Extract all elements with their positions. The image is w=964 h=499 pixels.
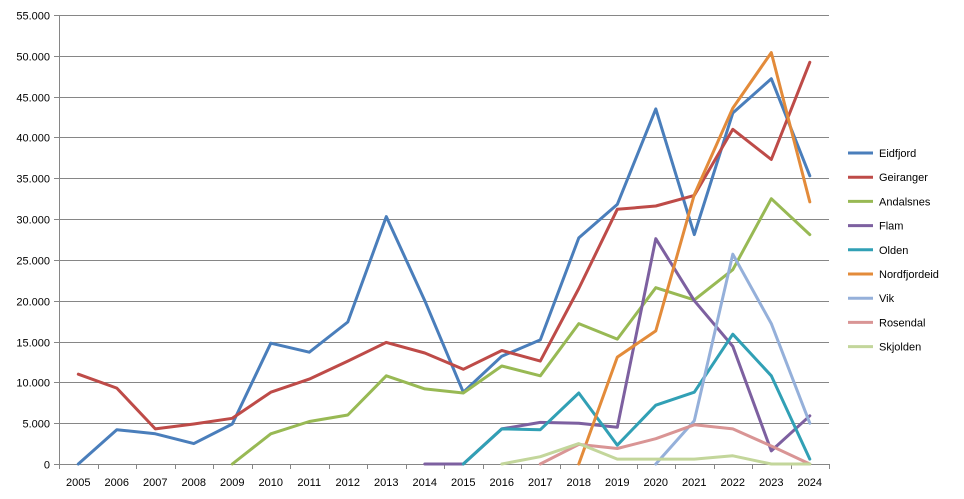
- series-line-vik: [654, 252, 812, 466]
- y-tick-label: 45.000: [16, 93, 50, 105]
- x-tick-label: 2021: [682, 477, 706, 489]
- legend-item-olden: Olden: [848, 245, 908, 257]
- x-tick-label: 2006: [105, 477, 129, 489]
- y-tick-label: 35.000: [16, 174, 50, 186]
- gridlines: [59, 15, 829, 424]
- y-tick-label: 10.000: [16, 378, 50, 390]
- legend-label: Eidfjord: [879, 148, 916, 160]
- legend: Eidfjord Geiranger Andalsnes Flam Olden Nordf…: [848, 148, 939, 354]
- legend-label: Vik: [879, 293, 895, 305]
- legend-label: Rosendal: [879, 317, 925, 329]
- y-tick-label: 0: [44, 460, 50, 472]
- series-line-olden: [461, 332, 812, 466]
- legend-label: Andalsnes: [879, 196, 931, 208]
- x-tick-label: 2005: [66, 477, 90, 489]
- series-line-geiranger: [76, 60, 812, 431]
- series-line-nordfjordeid: [577, 51, 812, 466]
- x-tick-label: 2015: [451, 477, 475, 489]
- series-lines: [76, 51, 812, 466]
- y-tick-label: 15.000: [16, 338, 50, 350]
- y-axis-ticks: 0 5.000 10.000 15.000 20.000 25.000 30.000 35.0…: [16, 11, 59, 472]
- legend-label: Skjolden: [879, 342, 921, 354]
- x-tick-label: 2012: [336, 477, 360, 489]
- legend-label: Olden: [879, 245, 908, 257]
- x-tick-label: 2008: [182, 477, 206, 489]
- x-tick-label: 2017: [528, 477, 552, 489]
- y-tick-label: 40.000: [16, 133, 50, 145]
- legend-item-skjolden: Skjolden: [848, 342, 921, 354]
- legend-label: Geiranger: [879, 172, 928, 184]
- y-tick-label: 30.000: [16, 215, 50, 227]
- x-tick-label: 2024: [798, 477, 822, 489]
- x-axis-ticks: 2005 2006 2007 2008 2009 2010 2011 2012 2013 2014…: [59, 464, 830, 489]
- x-tick-label: 2009: [220, 477, 244, 489]
- y-tick-label: 5.000: [22, 419, 50, 431]
- x-tick-label: 2013: [374, 477, 398, 489]
- legend-item-rosendal: Rosendal: [848, 317, 925, 329]
- legend-item-flam: Flam: [848, 221, 903, 233]
- legend-item-andalsnes: Andalsnes: [848, 196, 931, 208]
- x-tick-label: 2020: [644, 477, 668, 489]
- y-tick-label: 55.000: [16, 11, 50, 23]
- x-tick-label: 2023: [759, 477, 783, 489]
- x-tick-label: 2011: [297, 477, 321, 489]
- legend-item-nordfjordeid: Nordfjordeid: [848, 269, 939, 281]
- x-tick-label: 2014: [413, 477, 437, 489]
- x-tick-label: 2007: [143, 477, 167, 489]
- legend-item-eidfjord: Eidfjord: [848, 148, 916, 160]
- legend-item-vik: Vik: [848, 293, 895, 305]
- legend-label: Flam: [879, 221, 903, 233]
- y-tick-label: 20.000: [16, 297, 50, 309]
- series-line-skjolden: [500, 442, 812, 466]
- series-line-andalsnes: [230, 197, 812, 466]
- y-tick-label: 50.000: [16, 52, 50, 64]
- x-tick-label: 2022: [721, 477, 745, 489]
- x-tick-label: 2010: [259, 477, 283, 489]
- legend-label: Nordfjordeid: [879, 269, 939, 281]
- x-tick-label: 2018: [567, 477, 591, 489]
- y-tick-label: 25.000: [16, 256, 50, 268]
- x-tick-label: 2019: [605, 477, 629, 489]
- x-tick-label: 2016: [490, 477, 514, 489]
- legend-item-geiranger: Geiranger: [848, 172, 928, 184]
